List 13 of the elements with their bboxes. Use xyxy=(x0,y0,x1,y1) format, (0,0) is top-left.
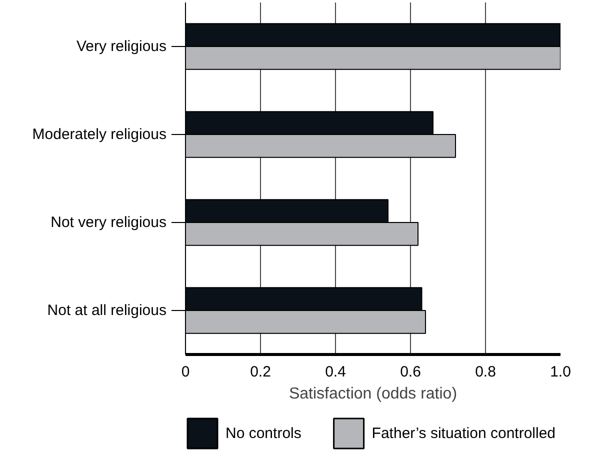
x-tick-label: 0.8 xyxy=(475,364,496,380)
x-tick-label: 0.6 xyxy=(400,364,421,380)
y-tick-label: Not very religious xyxy=(50,214,167,231)
legend-label: Father’s situation controlled xyxy=(372,425,556,442)
x-tick-label: 0 xyxy=(181,364,190,380)
x-tick-label: 0.2 xyxy=(250,364,271,380)
y-tick-label: Moderately religious xyxy=(32,126,167,143)
x-axis-title: Satisfaction (odds ratio) xyxy=(288,386,458,402)
y-tick-label: Very religious xyxy=(76,38,167,55)
legend-label: No controls xyxy=(226,425,302,442)
y-tick-label: Not at all religious xyxy=(47,302,167,319)
x-tick-label: 1.0 xyxy=(550,364,571,380)
x-tick-label: 0.4 xyxy=(325,364,346,380)
